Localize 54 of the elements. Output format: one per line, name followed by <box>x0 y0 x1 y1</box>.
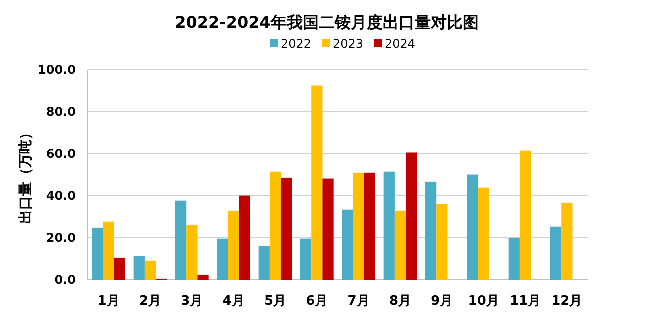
y-tick-label: 80.0 <box>46 105 76 119</box>
bar <box>134 256 145 280</box>
bar <box>508 238 520 280</box>
x-tick-label: 5月 <box>264 294 287 309</box>
bar <box>114 258 126 280</box>
x-tick-label: 6月 <box>306 294 328 309</box>
y-tick-label: 60.0 <box>46 147 76 161</box>
bar <box>426 182 437 280</box>
bar <box>258 246 270 280</box>
bar <box>176 200 187 280</box>
x-tick-label: 7月 <box>348 294 370 309</box>
bar <box>322 178 334 280</box>
x-tick-label: 2月 <box>139 294 162 309</box>
x-tick-label: 12月 <box>552 294 583 309</box>
legend-label: 2022 <box>281 37 312 51</box>
bar <box>562 202 573 280</box>
bar <box>270 172 282 280</box>
bar <box>478 188 490 280</box>
y-tick-label: 40.0 <box>46 189 76 203</box>
bar <box>436 204 448 280</box>
bar <box>198 274 209 280</box>
x-tick-label: 10月 <box>468 294 500 309</box>
bar <box>281 178 292 280</box>
bar <box>103 222 114 280</box>
y-tick-label: 100.0 <box>38 63 76 77</box>
bar <box>312 86 323 280</box>
legend-label: 2024 <box>385 37 416 51</box>
bar <box>406 152 418 280</box>
x-tick-label: 4月 <box>222 294 245 309</box>
x-tick-label: 1月 <box>98 294 120 309</box>
chart-title: 2022-2024年我国二铵月度出口量对比图 <box>175 13 479 32</box>
bar <box>520 150 532 280</box>
legend-label: 2023 <box>333 37 364 51</box>
bar <box>144 260 156 280</box>
bar <box>217 238 228 280</box>
x-tick-label: 11月 <box>510 294 542 309</box>
bar <box>342 210 354 280</box>
bar <box>550 226 562 280</box>
y-axis-title: 出口量（万吨） <box>18 126 34 224</box>
bar <box>384 172 395 280</box>
bar <box>300 238 312 280</box>
y-tick-label: 20.0 <box>46 231 76 245</box>
bar <box>353 172 364 280</box>
x-tick-label: 8月 <box>389 294 412 309</box>
bar <box>467 174 478 280</box>
bar <box>239 196 250 280</box>
bar <box>394 210 406 280</box>
x-tick-label: 3月 <box>181 294 204 309</box>
bar <box>228 210 240 280</box>
bar <box>364 172 376 280</box>
bar <box>186 224 198 280</box>
bar <box>92 228 104 280</box>
x-tick-label: 9月 <box>431 294 454 309</box>
y-tick-label: 0.0 <box>54 273 76 287</box>
